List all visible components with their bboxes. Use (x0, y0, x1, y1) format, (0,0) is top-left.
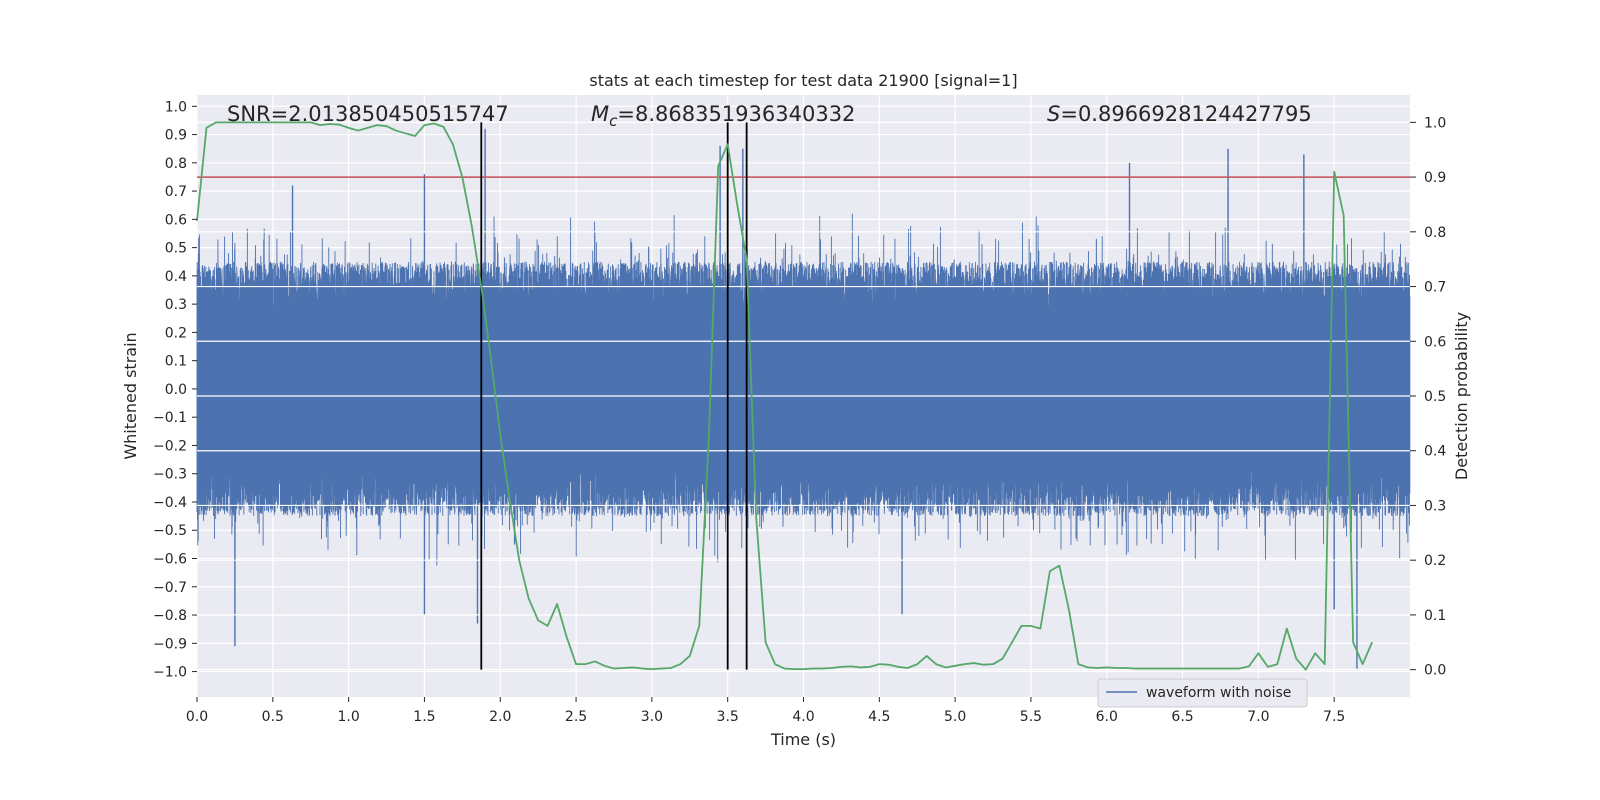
chirp-mass-value: =8.868351936340332 (617, 102, 855, 126)
x-tick-label: 2.0 (489, 709, 511, 725)
y-left-tick-label: −0.2 (153, 438, 187, 454)
x-tick-label: 4.5 (868, 709, 890, 725)
y-left-tick-label: 0.2 (165, 325, 187, 341)
y-left-tick-label: 1.0 (165, 99, 187, 115)
y-right-tick-label: 0.6 (1424, 334, 1446, 350)
chirp-mass-symbol: M (591, 102, 609, 126)
y-left-tick-label: −0.3 (153, 467, 187, 483)
chart-title: stats at each timestep for test data 219… (589, 71, 1017, 90)
snr-annotation: SNR=2.013850450515747 (227, 102, 509, 126)
y-right-tick-label: 0.7 (1424, 280, 1446, 296)
x-tick-label: 5.5 (1020, 709, 1042, 725)
x-tick-label: 5.0 (944, 709, 966, 725)
x-tick-label: 2.5 (565, 709, 587, 725)
y-left-tick-label: 0.5 (165, 241, 187, 257)
y-left-tick-label: 0.0 (165, 382, 187, 398)
y-left-tick-label: −0.8 (153, 608, 187, 624)
y-right-tick-label: 0.4 (1424, 444, 1446, 460)
y-left-tick-label: −0.1 (153, 410, 187, 426)
legend: waveform with noise (1097, 678, 1308, 708)
x-tick-label: 3.5 (717, 709, 739, 725)
y-right-tick-label: 1.0 (1424, 115, 1446, 131)
y-left-tick-label: 0.4 (165, 269, 187, 285)
y-left-tick-label: 0.9 (165, 128, 187, 144)
x-tick-label: 6.0 (1096, 709, 1118, 725)
legend-box (1097, 678, 1308, 708)
y-left-tick-label: −0.5 (153, 523, 187, 539)
y-right-tick-label: 0.2 (1424, 553, 1446, 569)
s-symbol: S (1047, 102, 1060, 126)
y-right-tick-label: 0.9 (1424, 170, 1446, 186)
y-left-tick-label: −0.6 (153, 552, 187, 568)
waveform-with-noise (196, 213, 1411, 566)
y-left-tick-label: 0.7 (165, 184, 187, 200)
y-right-tick-label: 0.3 (1424, 498, 1446, 514)
y-left-tick-label: −0.9 (153, 636, 187, 652)
y-left-tick-label: 0.1 (165, 354, 187, 370)
x-tick-label: 6.5 (1171, 709, 1193, 725)
x-tick-label: 3.0 (641, 709, 663, 725)
s-value: =0.8966928124427795 (1060, 102, 1311, 126)
y-right-tick-label: 0.0 (1424, 663, 1446, 679)
x-axis-label: Time (s) (770, 730, 836, 749)
s-annotation: S=0.8966928124427795 (1047, 102, 1312, 126)
x-tick-label: 0.5 (262, 709, 284, 725)
y-left-tick-label: −0.7 (153, 580, 187, 596)
y-left-tick-label: 0.6 (165, 212, 187, 228)
x-tick-label: 1.0 (337, 709, 359, 725)
y-left-tick-label: 0.3 (165, 297, 187, 313)
y-right-tick-label: 0.8 (1424, 225, 1446, 241)
legend-label-waveform: waveform with noise (1146, 685, 1291, 701)
x-tick-label: 7.5 (1323, 709, 1345, 725)
y-axis-label-left: Whitened strain (121, 332, 140, 459)
detection-probability-line (196, 121, 1373, 671)
x-tick-label: 7.0 (1247, 709, 1269, 725)
y-right-tick-label: 0.1 (1424, 608, 1446, 624)
x-tick-label: 1.5 (413, 709, 435, 725)
y-right-tick-label: 0.5 (1424, 389, 1446, 405)
x-tick-label: 0.0 (186, 709, 208, 725)
y-axis-label-right: Detection probability (1452, 312, 1471, 480)
chirp-mass-annotation: Mc=8.868351936340332 (591, 102, 855, 130)
y-left-tick-label: −1.0 (153, 665, 187, 681)
x-tick-label: 4.0 (792, 709, 814, 725)
chirp-mass-subscript: c (609, 112, 618, 130)
y-left-tick-label: 0.8 (165, 156, 187, 172)
y-left-tick-label: −0.4 (153, 495, 187, 511)
